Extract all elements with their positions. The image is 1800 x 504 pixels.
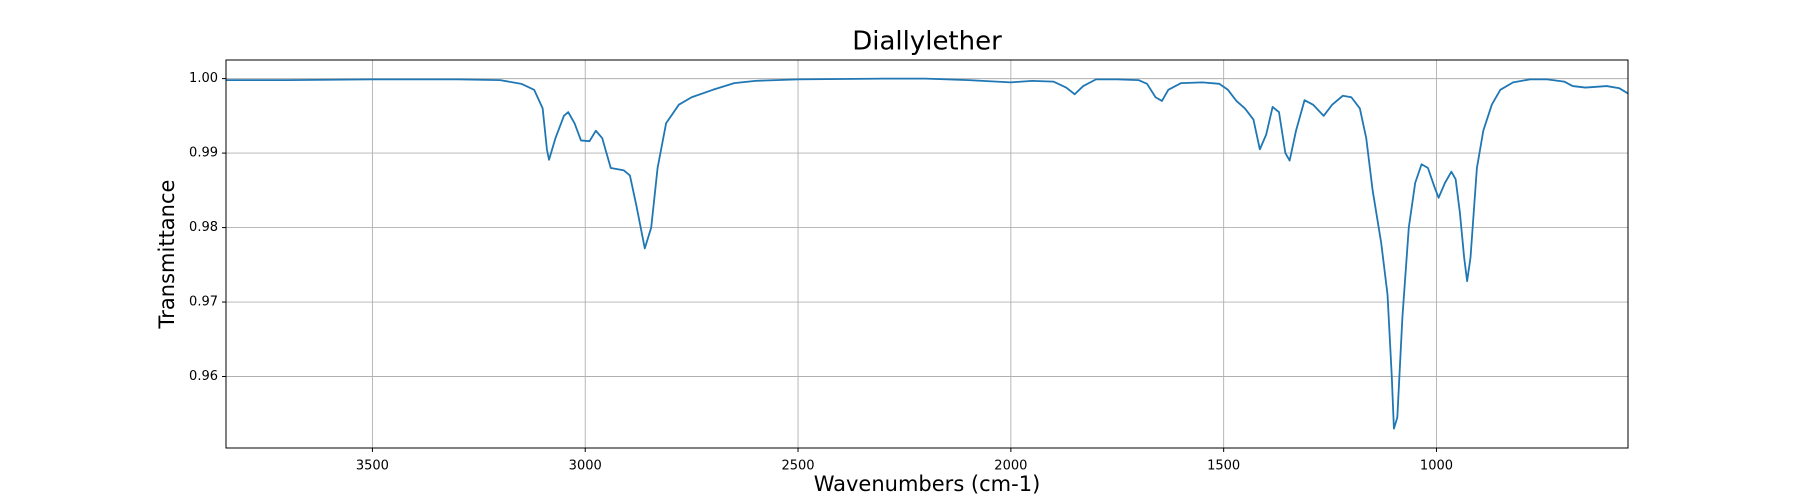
spectrum-line	[226, 77, 1629, 430]
x-tick-label: 1500	[1207, 459, 1240, 474]
chart-title: Diallylether	[852, 27, 1002, 57]
y-tick-label: 0.97	[189, 295, 218, 310]
x-axis-label: Wavenumbers (cm-1)	[814, 472, 1041, 496]
plot-frame	[225, 59, 1629, 449]
x-tick-label: 1000	[1420, 459, 1453, 474]
y-tick-label: 0.96	[189, 369, 218, 384]
x-tick-label: 3000	[569, 459, 602, 474]
x-tick-label: 2500	[781, 459, 814, 474]
y-tick-label: 1.00	[189, 71, 218, 86]
y-tick-label: 0.99	[189, 146, 218, 161]
y-axis-label: Transmittance	[155, 180, 179, 330]
x-tick-label: 3500	[356, 459, 389, 474]
y-tick-label: 0.98	[189, 220, 218, 235]
x-tick-label: 2000	[994, 459, 1027, 474]
